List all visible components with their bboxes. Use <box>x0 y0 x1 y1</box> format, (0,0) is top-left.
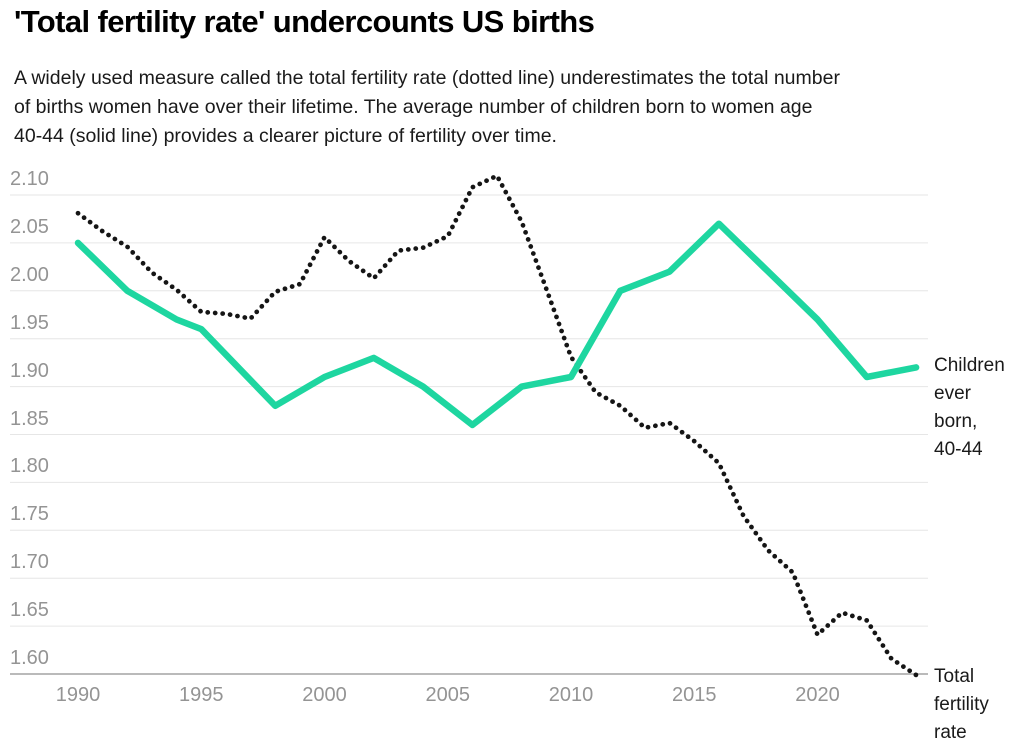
chart-subtitle-line: of births women have over their lifetime… <box>14 96 813 118</box>
total-fertility-rate-series-label: Total fertility rate <box>934 663 989 742</box>
children-ever-born-series-label: Children ever born, 40-44 <box>934 352 1005 464</box>
series-label-line: Children <box>934 355 1005 376</box>
children-ever-born-solid-line <box>74 220 920 429</box>
chart-subtitle-line: 40-44 (solid line) provides a clearer pi… <box>14 125 557 147</box>
chart-subtitle-line: A widely used measure called the total f… <box>14 67 840 89</box>
series-label-line: ever <box>934 383 971 404</box>
series-label-line: rate <box>934 722 967 742</box>
series-label-line: born, <box>934 411 978 432</box>
series-label-line: 40-44 <box>934 439 983 460</box>
total-fertility-rate-dotted-line <box>75 173 919 678</box>
series-label-line: Total <box>934 666 975 687</box>
chart-title: 'Total fertility rate' undercounts US bi… <box>14 4 595 39</box>
series-label-line: fertility <box>934 694 989 715</box>
chart-subtitle: A widely used measure called the total f… <box>14 64 840 151</box>
